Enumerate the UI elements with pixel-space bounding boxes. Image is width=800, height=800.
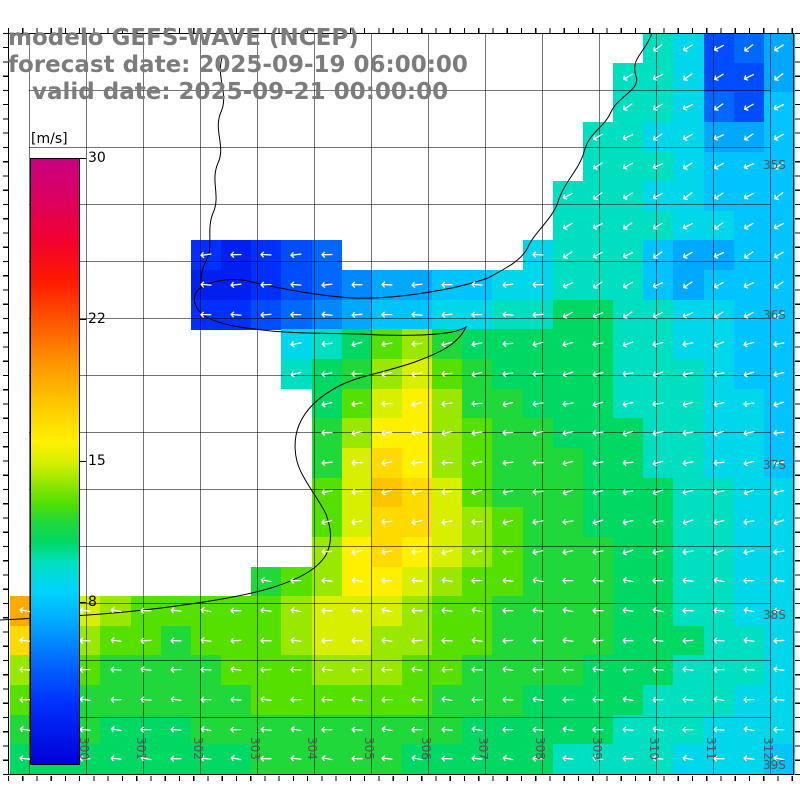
lon-tick-label: 306 — [419, 737, 433, 760]
forecast-date-line: forecast date: 2025-09-19 06:00:00 — [8, 52, 468, 78]
lon-tick-label: 309 — [590, 737, 604, 760]
coastline-path — [0, 32, 653, 621]
colorbar-tick-label: 15 — [88, 452, 106, 469]
colorbar-tick — [80, 460, 86, 462]
map-frame — [8, 33, 794, 775]
lon-tick-label: 305 — [362, 737, 376, 760]
graticule-grid — [29, 33, 771, 775]
lon-tick-label: 301 — [134, 737, 148, 760]
lon-tick-label: 302 — [191, 737, 205, 760]
lon-tick-label: 307 — [476, 737, 490, 760]
river-path — [200, 57, 225, 290]
right-axis-ticks — [795, 33, 800, 775]
lon-tick-label: 304 — [305, 737, 319, 760]
colorbar-tick — [80, 158, 86, 159]
colorbar-tick-label: 8 — [88, 593, 97, 610]
bottom-axis-ticks — [8, 776, 794, 781]
colorbar-tick-label: 22 — [88, 311, 106, 328]
colorbar-tick — [80, 319, 86, 321]
colorbar-tick-label: 30 — [88, 150, 106, 166]
model-title: modelo GEFS-WAVE (NCEP) — [8, 25, 359, 51]
lon-tick-label: 303 — [248, 737, 262, 760]
colorbar — [30, 158, 80, 765]
lon-tick-label: 311 — [704, 737, 718, 760]
lat-tick-label: 38S — [763, 608, 786, 622]
lat-tick-label: 39S — [763, 758, 786, 772]
left-axis-ticks — [3, 33, 8, 775]
lon-tick-label: 310 — [647, 737, 661, 760]
lat-tick-label: 36S — [763, 308, 786, 322]
lon-tick-label: 312 — [761, 737, 775, 760]
colorbar-tick — [80, 601, 86, 603]
valid-date-line: valid date: 2025-09-21 00:00:00 — [8, 79, 449, 105]
colorbar-unit-label: [m/s] — [31, 131, 68, 147]
top-axis-ticks — [8, 28, 794, 33]
lat-tick-label: 35S — [763, 158, 786, 172]
lon-tick-label: 300 — [77, 737, 91, 760]
lat-tick-label: 37S — [763, 458, 786, 472]
lon-tick-label: 308 — [533, 737, 547, 760]
